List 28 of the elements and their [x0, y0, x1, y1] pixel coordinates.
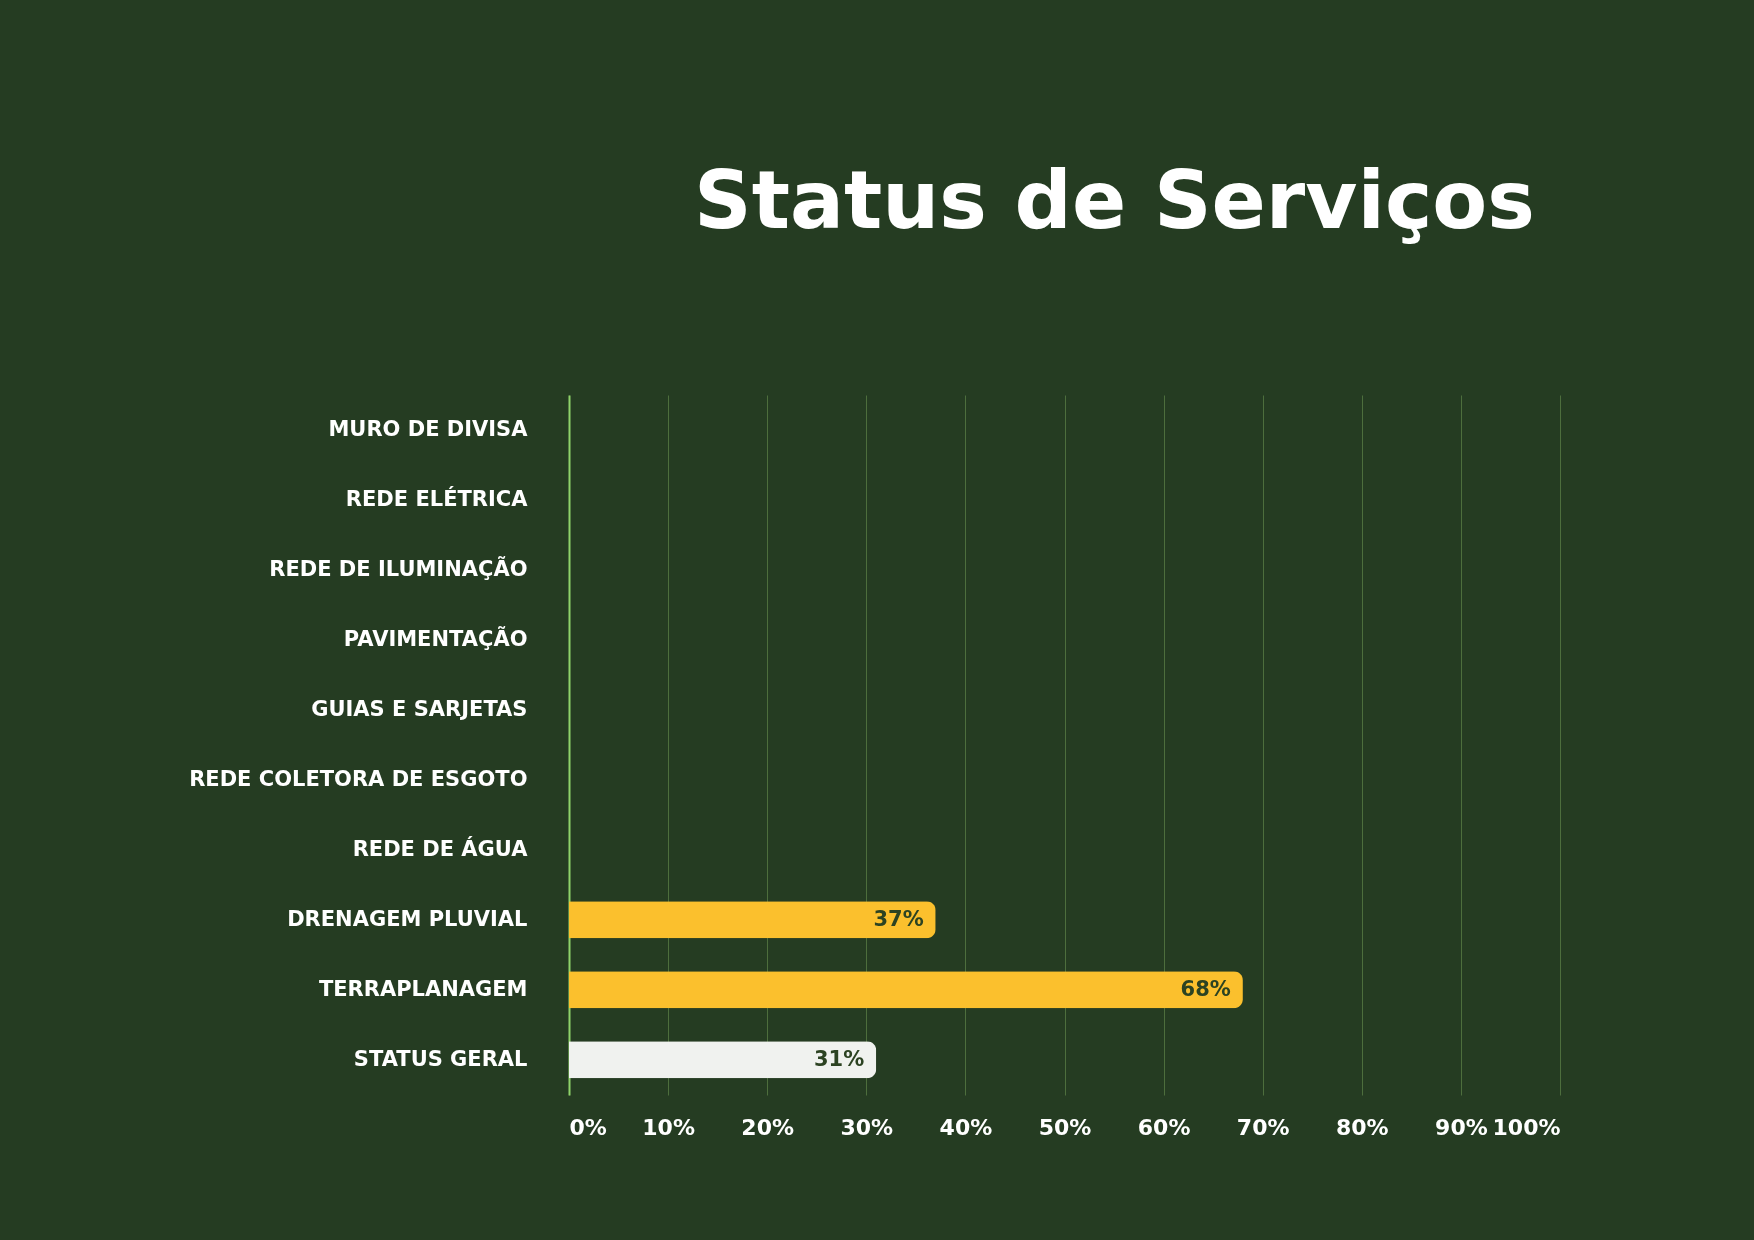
y-tick-label: GUIAS E SARJETAS: [311, 697, 528, 722]
y-tick-label: MURO DE DIVISA: [328, 417, 529, 442]
y-tick-label: DRENAGEM PLUVIAL: [287, 906, 528, 931]
x-tick-label: 60%: [1137, 1114, 1191, 1140]
x-tick-label: 0%: [569, 1114, 607, 1140]
y-tick-label: TERRAPLANAGEM: [318, 976, 528, 1001]
y-tick-label: REDE DE ILUMINAÇÃO: [269, 556, 528, 582]
x-tick-label: 40%: [939, 1114, 993, 1140]
y-tick-label: STATUS GERAL: [353, 1046, 528, 1071]
bar: [569, 901, 936, 939]
x-tick-label: 100%: [1492, 1114, 1561, 1140]
y-tick-label: PAVIMENTAÇÃO: [343, 626, 528, 652]
data-label: 37%: [873, 906, 924, 931]
y-tick-label: REDE COLETORA DE ESGOTO: [189, 766, 528, 791]
x-tick-label: 20%: [741, 1114, 795, 1140]
x-tick-label: 30%: [840, 1114, 894, 1140]
x-tick-label: 10%: [642, 1114, 695, 1140]
y-tick-label: REDE DE ÁGUA: [352, 835, 529, 861]
x-tick-label: 80%: [1335, 1114, 1389, 1140]
y-tick-label: REDE ELÉTRICA: [345, 486, 529, 512]
bar: [569, 971, 1243, 1009]
data-label: 31%: [813, 1046, 865, 1071]
data-label: 68%: [1180, 976, 1231, 1001]
x-tick-label: 50%: [1038, 1114, 1092, 1140]
chart-title: Status de Serviços: [694, 154, 1535, 247]
bar: [569, 1041, 877, 1079]
x-tick-label: 90%: [1435, 1114, 1488, 1140]
x-tick-label: 70%: [1236, 1114, 1290, 1140]
